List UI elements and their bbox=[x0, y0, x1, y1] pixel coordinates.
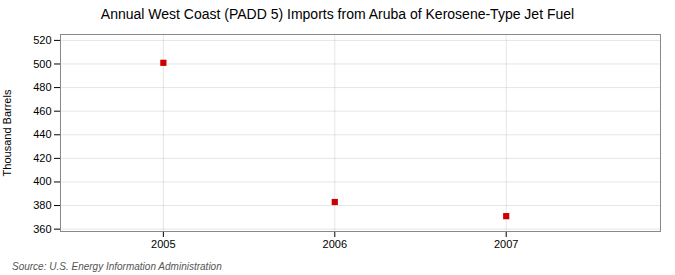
svg-text:440: 440 bbox=[33, 128, 51, 140]
html-text:Source: U.S. Energy Informatio: Source: U.S. Energy Information Administ… bbox=[12, 261, 222, 272]
svg-text:420: 420 bbox=[33, 152, 51, 164]
svg-text:2007: 2007 bbox=[494, 238, 518, 250]
svg-text:400: 400 bbox=[33, 175, 51, 187]
svg-text:460: 460 bbox=[33, 105, 51, 117]
html-text:Annual West Coast (PADD 5) Imp: Annual West Coast (PADD 5) Imports from … bbox=[100, 6, 575, 22]
svg-text:Thousand Barrels: Thousand Barrels bbox=[1, 89, 13, 176]
svg-text:520: 520 bbox=[33, 34, 51, 46]
svg-text:2006: 2006 bbox=[323, 238, 347, 250]
svg-text:360: 360 bbox=[33, 223, 51, 235]
svg-text:480: 480 bbox=[33, 81, 51, 93]
svg-text:500: 500 bbox=[33, 58, 51, 70]
svg-text:2005: 2005 bbox=[151, 238, 175, 250]
svg-text:380: 380 bbox=[33, 199, 51, 211]
